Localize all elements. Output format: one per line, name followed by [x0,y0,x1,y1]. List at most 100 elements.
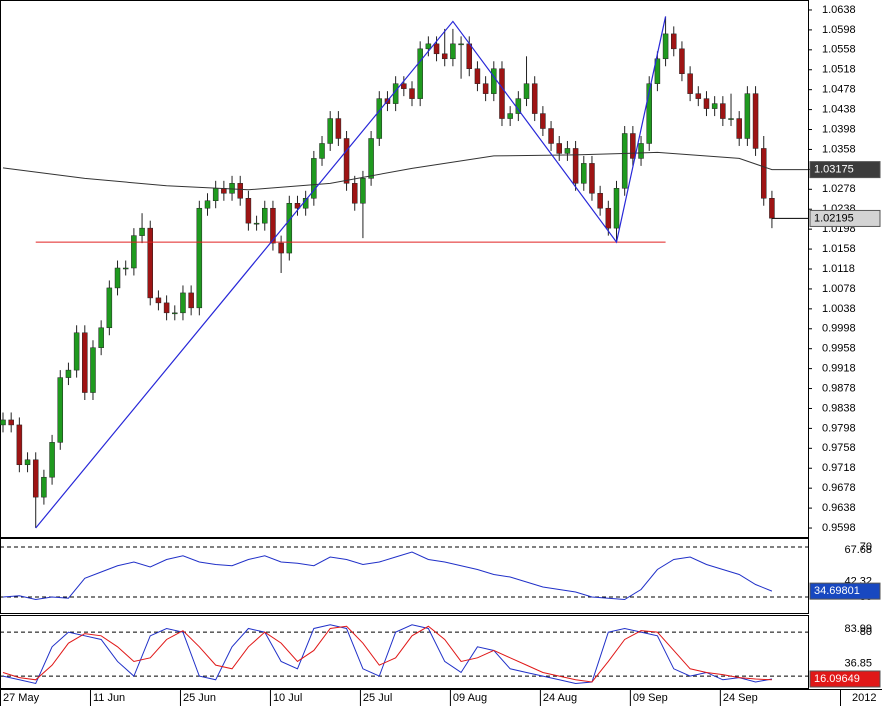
candle-body [139,227,145,236]
x-tick-label: 27 May [3,692,40,704]
y-tick-label: 1.0158 [822,243,856,255]
candle-body [262,207,268,224]
candle-body [294,202,301,209]
candle-body [720,103,726,119]
candle-body [695,93,702,99]
candle-body [335,118,342,139]
candle-body [351,183,358,204]
panel-frame [0,615,809,689]
candle-body [8,419,14,426]
candle-body [311,158,317,199]
y-tick-label: 0.9798 [822,422,856,434]
x-tick-label: 10 Jul [273,692,302,704]
x-tick-label: 09 Aug [453,692,487,704]
candle-body [548,128,554,144]
indicator-tick-label: 67.68 [844,544,872,556]
indicator-last-label: 34.69801 [814,585,860,597]
candle-body [16,424,23,466]
x-tick-label: 24 Aug [543,692,577,704]
candle-body [270,207,276,244]
candle-body [343,138,350,184]
candle-body [368,138,374,179]
y-tick-label: 1.0078 [822,283,856,295]
y-tick-label: 0.9718 [822,462,856,474]
candle-body [760,148,767,199]
candle-body [204,200,211,209]
candle-body [621,133,628,189]
year-label: 2012 [852,692,876,704]
candle-body [482,83,489,94]
indicator-last-box [809,670,881,688]
y-tick-label: 0.9638 [822,502,856,514]
zigzag [35,16,667,529]
ma-last-box [809,161,881,179]
indicator-tick-label: 70 [860,541,872,553]
indicator-last-label: 16.09649 [814,673,860,685]
y-tick-label: 1.0278 [822,183,856,195]
x-tick-label: 24 Sep [723,692,758,704]
candle-body [499,68,505,119]
candle-body [466,43,473,69]
y-tick-label: 1.0118 [822,263,855,275]
candle-body [679,48,685,74]
y-tick-label: 1.0598 [822,24,856,36]
y-tick-label: 0.9918 [822,363,856,375]
candle-body [605,207,612,229]
candle-body [540,113,546,129]
candle-body [523,83,530,99]
candle-body [450,43,456,60]
candle-body [638,143,644,159]
candle-body [409,88,415,99]
candle-body [155,297,162,304]
y-tick-label: 0.9838 [822,402,856,414]
candle-body [728,118,734,120]
candle-body [474,68,481,84]
candle-body [245,198,252,224]
candle-body [106,287,113,329]
x-tick-label: 25 Jun [183,692,216,704]
candle-body [163,302,170,314]
y-tick-label: 1.0038 [822,303,856,315]
candle-body [572,148,579,184]
indicator-tick-label: 83.99 [844,623,872,635]
indicator-line [2,551,773,601]
candle-body [687,73,693,94]
candle-body [57,377,64,443]
y-tick-label: 1.0478 [822,84,856,96]
y-tick-label: 1.0638 [822,4,856,16]
y-tick-label: 1.0438 [822,103,856,115]
candle-body [229,183,235,194]
candle-body [671,33,677,50]
candle-body [417,48,423,99]
candle-body [41,476,47,498]
y-tick-label: 1.0518 [822,64,856,76]
candle-body [278,242,284,254]
y-tick-label: 0.9758 [822,442,856,454]
y-tick-label: 0.9678 [822,482,856,494]
candle-body [433,43,440,55]
candle-body [630,133,636,159]
indicator-tick-label: 36.85 [844,658,872,670]
indicator-tick-label: 80 [860,626,872,638]
candle-body [319,143,325,159]
panel-frame [0,538,809,614]
indicator-line [2,625,772,683]
candle-body [286,202,293,254]
x-tick-label: 11 Jun [93,692,125,704]
candle-body [711,103,718,109]
candle-body [73,332,80,371]
candle-body [24,459,31,466]
ma-last-label: 1.03175 [814,164,854,176]
candle-body [180,292,186,314]
y-tick-label: 0.9878 [822,382,856,394]
last-price-box [809,209,881,227]
candle-body [507,113,513,119]
candle-body [82,332,88,393]
candle-body [564,148,571,154]
candle-body [646,83,652,144]
candle-body [32,459,39,498]
candle-body [188,292,194,309]
candle-body [114,267,121,289]
